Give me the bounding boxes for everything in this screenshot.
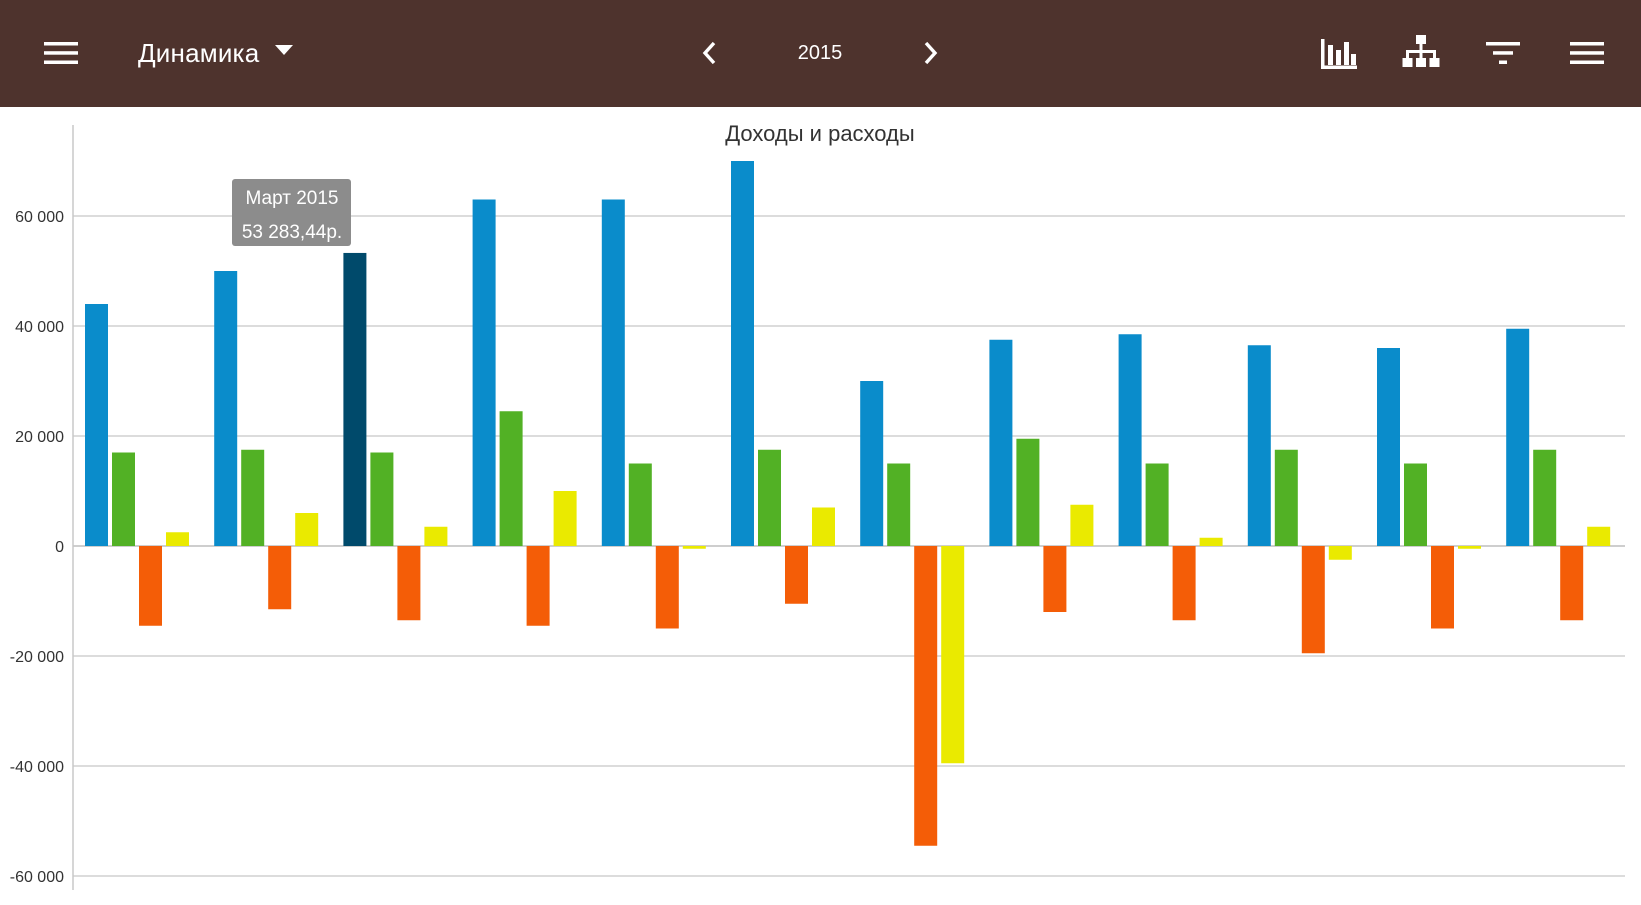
overflow-menu-button[interactable] [1564,22,1610,84]
y-tick-label: 60 000 [15,209,64,226]
app-bar: Динамика 2015 [0,0,1641,107]
bar-series-2-month-12[interactable] [1560,546,1584,621]
tooltip-period: Март 2015 [245,188,338,209]
bar-series-3-month-5[interactable] [682,546,706,549]
bar-series-1-month-1[interactable] [112,452,135,547]
bar-series-1-month-7[interactable] [887,463,911,547]
bar-series-3-month-3[interactable] [424,526,448,546]
bar-series-0-month-2[interactable] [214,271,238,546]
bar-series-0-month-8[interactable] [989,339,1013,546]
bar-series-0-month-11[interactable] [1377,348,1400,546]
menu-icon [44,42,78,64]
tooltip-background [232,179,351,246]
bar-series-2-month-6[interactable] [785,546,808,604]
bar-series-1-month-11[interactable] [1404,463,1427,547]
bar-series-3-month-11[interactable] [1458,546,1481,549]
y-tick-label: -60 000 [10,869,64,886]
bar-series-0-month-7[interactable] [860,381,884,546]
bar-series-3-month-7[interactable] [941,546,965,764]
bar-series-1-month-4[interactable] [499,411,523,546]
nav-menu-button[interactable] [36,22,86,84]
view-selector-label: Динамика [138,37,260,68]
bar-series-3-month-12[interactable] [1587,526,1611,546]
bar-series-2-month-9[interactable] [1172,546,1196,621]
bar-series-2-month-8[interactable] [1043,546,1067,612]
bar-series-1-month-5[interactable] [628,463,652,547]
bar-series-3-month-10[interactable] [1328,546,1352,560]
bar-series-2-month-4[interactable] [526,546,550,626]
previous-period-button[interactable] [690,22,730,84]
bar-series-3-month-4[interactable] [553,491,577,546]
filter-button[interactable] [1480,22,1526,84]
chart-view-button[interactable] [1316,22,1362,84]
hierarchy-icon [1402,35,1440,67]
bar-series-1-month-10[interactable] [1274,449,1298,546]
bar-series-0-month-3[interactable] [343,252,367,546]
bar-series-0-month-6[interactable] [731,161,754,546]
y-axis-tick-labels: 60 000 40 000 20 000 0 -20 000 -40 000 -60 000 [10,209,64,886]
structure-view-button[interactable] [1398,22,1444,84]
period-label: 2015 [780,22,860,84]
bar-tooltip: Март 2015 53 283,44р. [232,179,351,246]
y-tick-label: -40 000 [10,759,64,776]
bar-series-1-month-3[interactable] [370,452,394,547]
y-tick-label: 0 [55,539,64,556]
bar-series-2-month-10[interactable] [1301,546,1325,654]
bar-series-2-month-2[interactable] [268,546,292,610]
bar-series-0-month-9[interactable] [1118,334,1142,546]
bar-chart-icon [1321,39,1357,69]
bar-series-1-month-9[interactable] [1145,463,1169,547]
chart-area: 60 000 40 000 20 000 0 -20 000 -40 000 -60 000… [0,107,1641,900]
bar-series-2-month-3[interactable] [397,546,421,621]
bar-series-3-month-8[interactable] [1070,504,1094,546]
bars [85,161,1611,846]
y-tick-label: 20 000 [15,429,64,446]
tooltip-value: 53 283,44р. [242,222,342,243]
y-tick-label: 40 000 [15,319,64,336]
bar-series-0-month-5[interactable] [601,199,625,547]
bar-series-3-month-2[interactable] [295,513,319,546]
bar-series-2-month-1[interactable] [139,546,162,626]
income-expense-chart: 60 000 40 000 20 000 0 -20 000 -40 000 -60 000… [10,121,1625,890]
filter-icon [1486,42,1520,64]
y-tick-label: -20 000 [10,649,64,666]
bar-series-2-month-7[interactable] [914,546,938,846]
chart-title: Доходы и расходы [725,121,914,146]
bar-series-2-month-5[interactable] [655,546,679,629]
bar-series-3-month-9[interactable] [1199,537,1223,546]
bar-series-1-month-12[interactable] [1533,449,1557,546]
caret-down-icon [275,45,294,55]
bar-series-0-month-12[interactable] [1506,328,1530,546]
bar-series-0-month-4[interactable] [472,199,496,547]
bar-series-2-month-11[interactable] [1431,546,1454,629]
grid-lines [73,215,1625,877]
bar-series-1-month-2[interactable] [241,449,265,546]
chevron-left-icon [702,41,716,65]
view-selector-dropdown[interactable]: Динамика [138,22,298,84]
bar-series-3-month-1[interactable] [166,532,189,546]
bar-series-1-month-6[interactable] [758,449,781,546]
period-year: 2015 [797,41,843,64]
chevron-right-icon [924,41,938,65]
bar-series-1-month-8[interactable] [1016,438,1040,546]
bar-series-3-month-6[interactable] [812,507,835,547]
bar-series-0-month-1[interactable] [85,304,108,546]
overflow-menu-icon [1570,42,1604,64]
next-period-button[interactable] [910,22,950,84]
bar-series-0-month-10[interactable] [1247,345,1271,546]
